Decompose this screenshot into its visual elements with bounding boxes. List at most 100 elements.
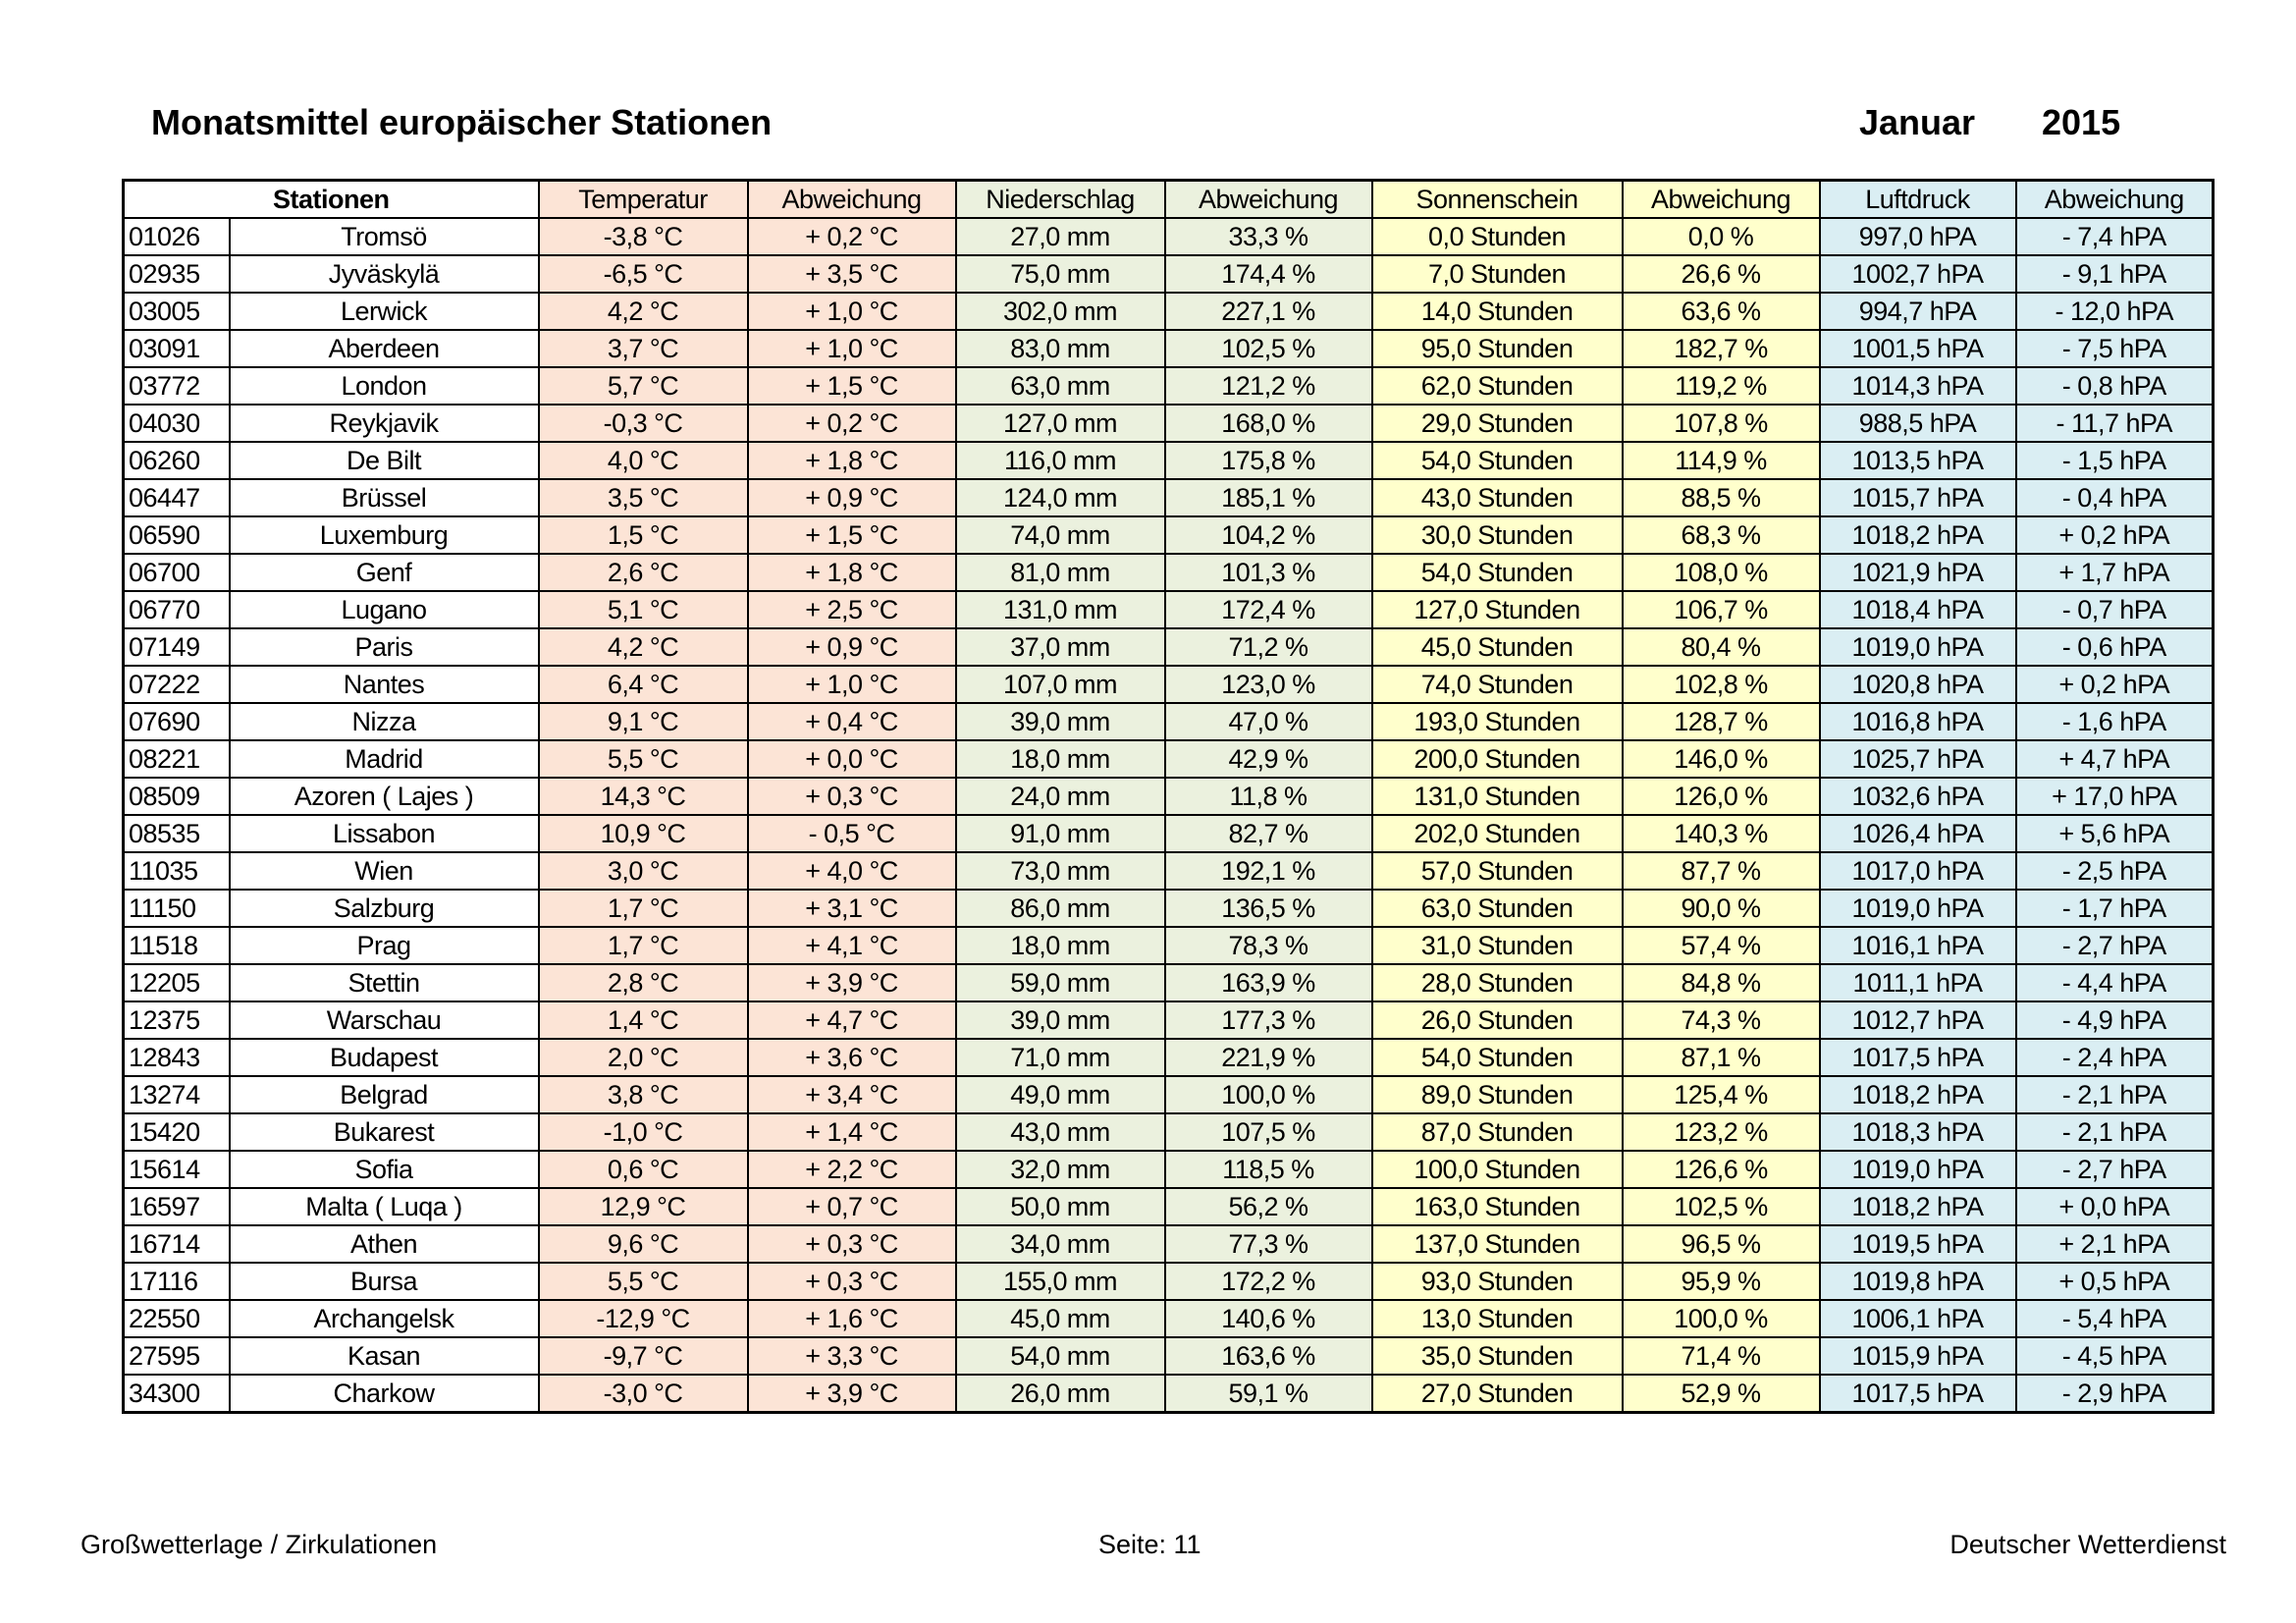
pressure-deviation: + 0,2 hPA <box>2014 665 2215 704</box>
station-name: Archangelsk <box>228 1299 540 1338</box>
temperature: 2,6 °C <box>537 553 749 592</box>
sunshine: 14,0 Stunden <box>1370 292 1624 331</box>
table-row: 11518 Prag 1,7 °C + 4,1 °C 18,0 mm 78,3 % 31,0… <box>122 926 2215 965</box>
sunshine-deviation: 52,9 % <box>1621 1374 1821 1414</box>
sunshine: 29,0 Stunden <box>1370 404 1624 443</box>
pressure: 997,0 hPA <box>1818 217 2017 256</box>
pressure-deviation: - 1,7 hPA <box>2014 889 2215 928</box>
pressure: 1020,8 hPA <box>1818 665 2017 704</box>
table-row: 06770 Lugano 5,1 °C + 2,5 °C 131,0 mm 172,4 %… <box>122 590 2215 629</box>
temperature: 10,9 °C <box>537 814 749 853</box>
header-sonne-abweichung: Abweichung <box>1621 179 1821 219</box>
temperature-deviation: + 1,0 °C <box>746 329 957 368</box>
temperature: -0,3 °C <box>537 404 749 443</box>
table-row: 06590 Luxemburg 1,5 °C + 1,5 °C 74,0 mm 104,2… <box>122 515 2215 555</box>
page-title: Monatsmittel europäischer Stationen <box>151 102 773 142</box>
temperature-deviation: + 2,2 °C <box>746 1150 957 1189</box>
precipitation-deviation: 123,0 % <box>1163 665 1373 704</box>
table-row: 07149 Paris 4,2 °C + 0,9 °C 37,0 mm 71,2 % 45,… <box>122 627 2215 667</box>
sunshine: 193,0 Stunden <box>1370 702 1624 741</box>
station-name: Wien <box>228 851 540 891</box>
header-nied-abweichung: Abweichung <box>1163 179 1373 219</box>
sunshine-deviation: 88,5 % <box>1621 478 1821 517</box>
station-id: 17116 <box>122 1262 231 1301</box>
table-row: 11150 Salzburg 1,7 °C + 3,1 °C 86,0 mm 136,5 … <box>122 889 2215 928</box>
table-row: 12843 Budapest 2,0 °C + 3,6 °C 71,0 mm 221,9 … <box>122 1038 2215 1077</box>
pressure-deviation: - 2,9 hPA <box>2014 1374 2215 1414</box>
precipitation-deviation: 59,1 % <box>1163 1374 1373 1414</box>
sunshine: 93,0 Stunden <box>1370 1262 1624 1301</box>
pressure: 1019,0 hPA <box>1818 889 2017 928</box>
pressure-deviation: - 12,0 hPA <box>2014 292 2215 331</box>
station-id: 03005 <box>122 292 231 331</box>
table-row: 08535 Lissabon 10,9 °C - 0,5 °C 91,0 mm 82,7 … <box>122 814 2215 853</box>
pressure: 1018,2 hPA <box>1818 515 2017 555</box>
precipitation: 63,0 mm <box>954 366 1166 406</box>
pressure-deviation: - 5,4 hPA <box>2014 1299 2215 1338</box>
table-row: 07222 Nantes 6,4 °C + 1,0 °C 107,0 mm 123,0 %… <box>122 665 2215 704</box>
temperature-deviation: + 0,3 °C <box>746 1262 957 1301</box>
precipitation-deviation: 168,0 % <box>1163 404 1373 443</box>
pressure-deviation: + 17,0 hPA <box>2014 777 2215 816</box>
table-row: 03772 London 5,7 °C + 1,5 °C 63,0 mm 121,2 % 6… <box>122 366 2215 406</box>
station-name: Stettin <box>228 963 540 1002</box>
pressure: 1016,8 hPA <box>1818 702 2017 741</box>
pressure-deviation: + 4,7 hPA <box>2014 739 2215 779</box>
table-row: 01026 Tromsö -3,8 °C + 0,2 °C 27,0 mm 33,3 % 0… <box>122 217 2215 256</box>
sunshine-deviation: 87,7 % <box>1621 851 1821 891</box>
station-name: Prag <box>228 926 540 965</box>
temperature: 4,2 °C <box>537 627 749 667</box>
station-name: Lerwick <box>228 292 540 331</box>
pressure-deviation: - 4,4 hPA <box>2014 963 2215 1002</box>
sunshine-deviation: 102,8 % <box>1621 665 1821 704</box>
pressure: 1018,3 hPA <box>1818 1112 2017 1152</box>
table-row: 27595 Kasan -9,7 °C + 3,3 °C 54,0 mm 163,6 % 3… <box>122 1336 2215 1376</box>
table-row: 11035 Wien 3,0 °C + 4,0 °C 73,0 mm 192,1 % 57,… <box>122 851 2215 891</box>
sunshine-deviation: 126,0 % <box>1621 777 1821 816</box>
table-row: 03091 Aberdeen 3,7 °C + 1,0 °C 83,0 mm 102,5 … <box>122 329 2215 368</box>
header-stationen: Stationen <box>122 179 540 219</box>
sunshine-deviation: 96,5 % <box>1621 1224 1821 1264</box>
station-id: 07222 <box>122 665 231 704</box>
temperature-deviation: + 0,9 °C <box>746 627 957 667</box>
table-row: 08221 Madrid 5,5 °C + 0,0 °C 18,0 mm 42,9 % 20… <box>122 739 2215 779</box>
precipitation-deviation: 177,3 % <box>1163 1001 1373 1040</box>
precipitation: 91,0 mm <box>954 814 1166 853</box>
sunshine: 131,0 Stunden <box>1370 777 1624 816</box>
precipitation: 24,0 mm <box>954 777 1166 816</box>
table-row: 02935 Jyväskylä -6,5 °C + 3,5 °C 75,0 mm 174,… <box>122 254 2215 294</box>
sunshine: 35,0 Stunden <box>1370 1336 1624 1376</box>
station-id: 34300 <box>122 1374 231 1414</box>
header-sonnenschein: Sonnenschein <box>1370 179 1624 219</box>
precipitation-deviation: 140,6 % <box>1163 1299 1373 1338</box>
temperature: 3,8 °C <box>537 1075 749 1114</box>
precipitation: 37,0 mm <box>954 627 1166 667</box>
precipitation-deviation: 227,1 % <box>1163 292 1373 331</box>
header-luft-abweichung: Abweichung <box>2014 179 2215 219</box>
sunshine: 163,0 Stunden <box>1370 1187 1624 1226</box>
temperature: 5,1 °C <box>537 590 749 629</box>
temperature-deviation: + 0,0 °C <box>746 739 957 779</box>
temperature: -1,0 °C <box>537 1112 749 1152</box>
station-name: Warschau <box>228 1001 540 1040</box>
pressure-deviation: - 2,7 hPA <box>2014 926 2215 965</box>
pressure-deviation: + 2,1 hPA <box>2014 1224 2215 1264</box>
station-name: Genf <box>228 553 540 592</box>
precipitation: 18,0 mm <box>954 739 1166 779</box>
temperature: 6,4 °C <box>537 665 749 704</box>
precipitation-deviation: 107,5 % <box>1163 1112 1373 1152</box>
sunshine-deviation: 107,8 % <box>1621 404 1821 443</box>
station-id: 08509 <box>122 777 231 816</box>
table-row: 13274 Belgrad 3,8 °C + 3,4 °C 49,0 mm 100,0 %… <box>122 1075 2215 1114</box>
sunshine-deviation: 95,9 % <box>1621 1262 1821 1301</box>
station-name: Lugano <box>228 590 540 629</box>
pressure: 1026,4 hPA <box>1818 814 2017 853</box>
precipitation-deviation: 101,3 % <box>1163 553 1373 592</box>
sunshine: 63,0 Stunden <box>1370 889 1624 928</box>
table-row: 04030 Reykjavik -0,3 °C + 0,2 °C 127,0 mm 168… <box>122 404 2215 443</box>
sunshine: 89,0 Stunden <box>1370 1075 1624 1114</box>
precipitation-deviation: 82,7 % <box>1163 814 1373 853</box>
pressure-deviation: + 0,0 hPA <box>2014 1187 2215 1226</box>
station-name: Kasan <box>228 1336 540 1376</box>
pressure: 1014,3 hPA <box>1818 366 2017 406</box>
